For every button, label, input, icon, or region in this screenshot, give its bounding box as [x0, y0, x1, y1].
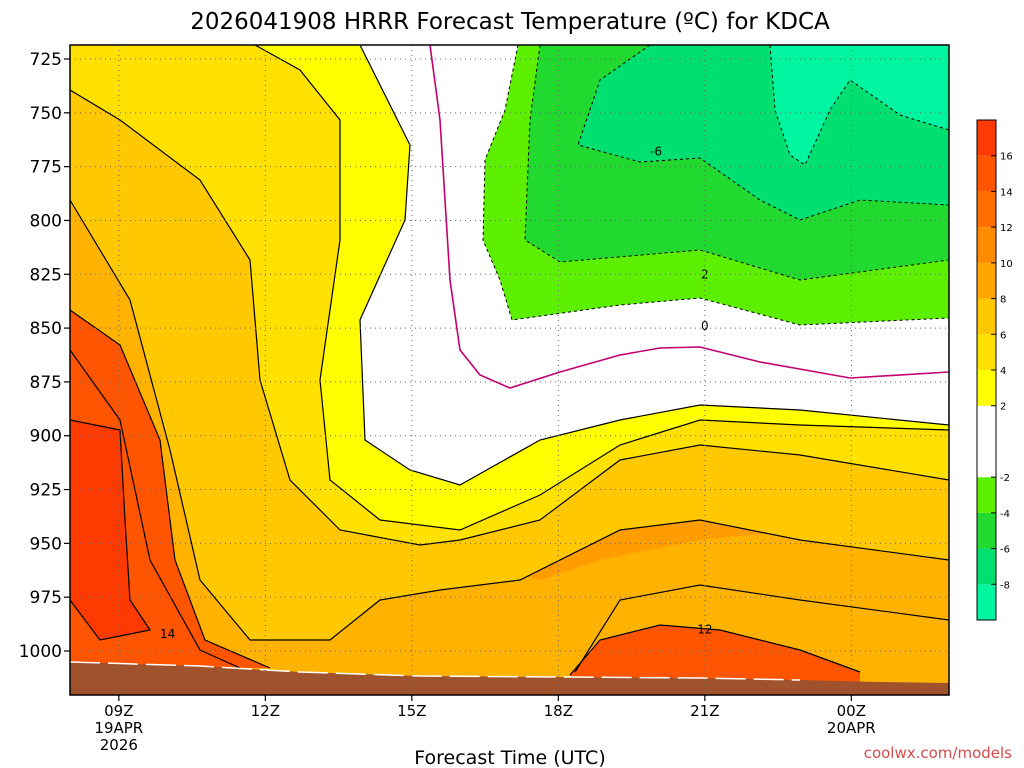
- ground-surface: [70, 662, 949, 695]
- colorbar-tick-label: 4: [1000, 366, 1006, 377]
- x-tick-label: 18Z: [544, 702, 573, 720]
- contour-label: 14: [160, 627, 175, 641]
- colorbar-tick-label: -6: [1000, 545, 1010, 556]
- colorbar-segment: [977, 191, 996, 228]
- colorbar-tick-label: -8: [1000, 580, 1010, 591]
- y-tick-label: 900: [30, 427, 62, 447]
- y-tick-label: 975: [30, 588, 62, 608]
- band-16-18: [70, 420, 150, 640]
- y-tick-label: 800: [30, 211, 62, 231]
- y-tick-label: 950: [30, 534, 62, 554]
- isotherm-minus2: [482, 45, 949, 326]
- isotherm-6: [70, 89, 949, 546]
- isotherms-negative: [482, 45, 949, 326]
- y-tick-label: 925: [30, 481, 62, 501]
- isotherm-minus8: [769, 45, 949, 166]
- grid-lines: [70, 45, 949, 695]
- isotherm-minus6: [577, 45, 949, 221]
- y-tick-label: 825: [30, 265, 62, 285]
- x-tick-label: 19APR: [94, 719, 143, 737]
- y-tick-label: 1000: [19, 642, 62, 662]
- colorbar-segment: [977, 477, 996, 513]
- y-tick-label: 875: [30, 373, 62, 393]
- chart-title: 2026041908 HRRR Forecast Temperature (ºC…: [190, 9, 830, 35]
- contour-label: -6: [650, 145, 662, 159]
- contour-label: 2: [701, 267, 709, 281]
- x-tick-label: 09Z: [104, 702, 133, 720]
- band-minus10-minus8: [770, 45, 949, 165]
- plot-area: -6201214: [70, 45, 949, 695]
- x-tick-label: 00Z: [837, 702, 866, 720]
- colorbar-segment: [977, 227, 996, 263]
- colorbar-tick-label: 10: [1000, 259, 1013, 270]
- colorbar-segment: [977, 370, 996, 406]
- x-tick-label: 21Z: [690, 702, 719, 720]
- isotherm-minus4: [524, 45, 949, 281]
- x-tick-label: 20APR: [827, 719, 876, 737]
- colorbar-segment: [977, 405, 996, 478]
- isotherm-12: [569, 624, 861, 676]
- y-axis: 725 750 775 800 825 850 875 900 925 950 975 1000: [19, 50, 70, 662]
- isotherm-0: [429, 45, 949, 389]
- y-tick-label: 850: [30, 319, 62, 339]
- x-axis-label: Forecast Time (UTC): [414, 747, 605, 768]
- colorbar-tick-label: 6: [1000, 330, 1006, 341]
- ground-highlight: [70, 661, 801, 681]
- isotherm-8: [70, 199, 949, 641]
- y-tick-label: 725: [30, 50, 62, 70]
- contour-label: 12: [697, 622, 712, 636]
- colorbar-tick-label: -4: [1000, 509, 1010, 520]
- isotherms: [70, 45, 949, 676]
- plot-frame: [69, 44, 950, 696]
- isotherm-2: [359, 45, 949, 486]
- x-tick-label: 15Z: [397, 702, 426, 720]
- colorbar-segment: [977, 584, 996, 620]
- band-14-16: [70, 310, 860, 690]
- isotherm-14: [70, 309, 271, 669]
- band-minus8-minus6: [578, 45, 949, 220]
- x-tick-label: 12Z: [251, 702, 280, 720]
- colorbar-tick-label: -2: [1000, 473, 1010, 484]
- colorbar: -8 -6 -4 -2 2 4 6 8 10 12 14 16: [976, 119, 1013, 621]
- colorbar-segment: [977, 262, 996, 299]
- colorbar-segment: [977, 120, 996, 156]
- colorbar-segment: [977, 334, 996, 370]
- y-tick-label: 775: [30, 158, 62, 178]
- colorbar-tick-label: 16: [1000, 152, 1013, 163]
- y-tick-label: 750: [30, 104, 62, 124]
- colorbar-tick-label: 2: [1000, 402, 1006, 413]
- colorbar-segment: [977, 155, 996, 192]
- credit-text: coolwx.com/models: [864, 744, 1012, 762]
- colorbar-segment: [977, 298, 996, 335]
- isotherm-16: [70, 419, 151, 641]
- colorbar-tick-label: 14: [1000, 187, 1013, 198]
- isotherm-10: [70, 349, 949, 673]
- colorbar-tick-label: 8: [1000, 295, 1006, 306]
- x-tick-label: 2026: [100, 736, 138, 754]
- colorbar-tick-label: 12: [1000, 223, 1013, 234]
- colorbar-segment: [977, 548, 996, 585]
- isotherm-4: [254, 45, 949, 531]
- colorbar-segment: [977, 512, 996, 549]
